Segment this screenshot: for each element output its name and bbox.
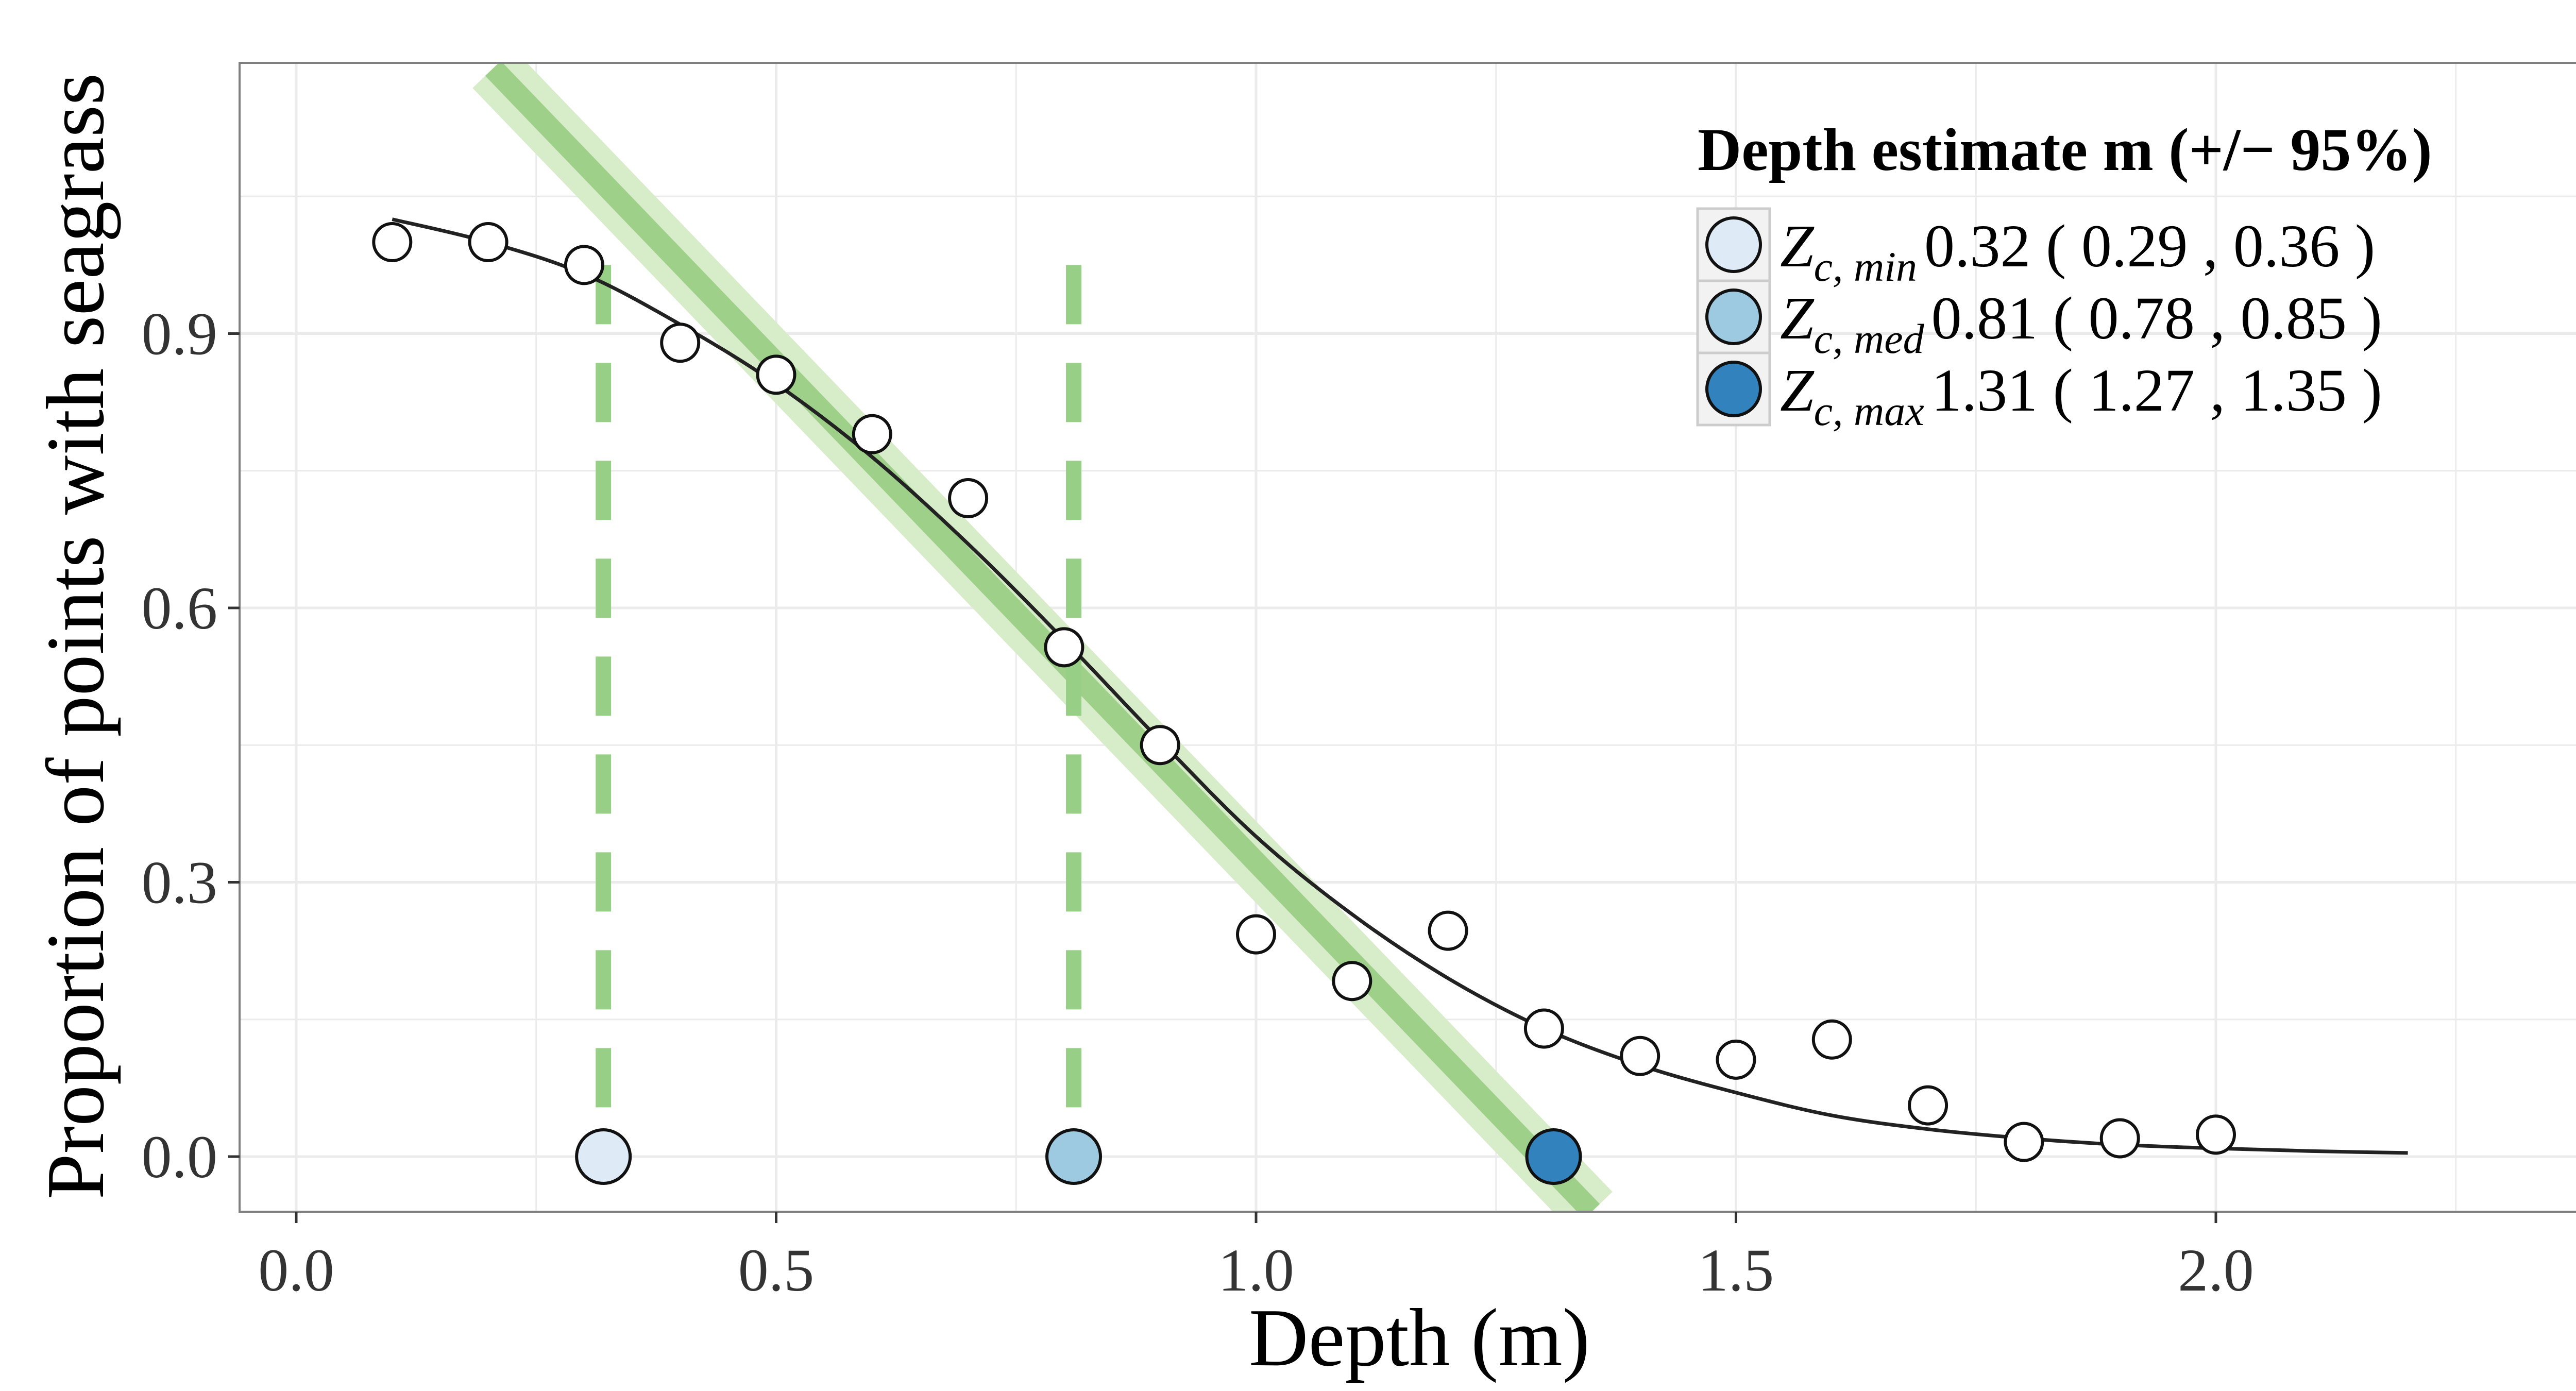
legend-label-main: Z <box>1780 357 1815 424</box>
x-tick-label: 1.5 <box>1698 1236 1774 1304</box>
legend-entry: Zc, min 0.32 ( 0.29 , 0.36 ) <box>1696 207 2375 290</box>
legend-label-subscript: c, min <box>1814 243 1917 290</box>
fitted-curve <box>392 217 2408 1155</box>
legend-label-value: 0.32 ( 0.29 , 0.36 ) <box>1924 212 2375 280</box>
legend-label-subscript: c, max <box>1814 387 1924 434</box>
legend-entry: Zc, med 0.81 ( 0.78 , 0.85 ) <box>1696 279 2382 362</box>
data-point <box>1620 1036 1660 1076</box>
x-axis-title: Depth (m) <box>1249 1292 1590 1383</box>
x-tick-label: 2.0 <box>2178 1236 2254 1304</box>
legend-entry-label: Zc, max 1.31 ( 1.27 , 1.35 ) <box>1780 357 2382 434</box>
x-tick-label: 0.0 <box>258 1236 334 1304</box>
data-point <box>2196 1114 2236 1155</box>
observed-points <box>372 222 2236 1162</box>
legend: Depth estimate m (+/− 95%) Zc, min 0.32 (… <box>1696 116 2432 434</box>
data-point <box>1044 627 1084 668</box>
data-point <box>1140 725 1180 766</box>
x-tick-label: 0.5 <box>738 1236 815 1304</box>
data-point <box>1523 1008 1564 1049</box>
depth-estimate-markers <box>575 1128 1582 1185</box>
linear-fit-line <box>485 63 1600 1212</box>
estimate-marker-min <box>575 1128 632 1185</box>
x-tick-label: 1.0 <box>1218 1236 1294 1304</box>
grid <box>240 63 2576 1212</box>
data-point <box>1908 1085 1948 1126</box>
data-point <box>660 323 701 363</box>
data-point <box>852 414 892 454</box>
data-point <box>372 222 413 262</box>
depth-dashed-lines <box>596 265 1082 1148</box>
data-point <box>1811 1019 1852 1060</box>
legend-label-value: 1.31 ( 1.27 , 1.35 ) <box>1931 357 2382 424</box>
legend-label-main: Z <box>1780 212 1815 280</box>
legend-label-value: 0.81 ( 0.78 , 0.85 ) <box>1931 284 2382 352</box>
legend-key-marker <box>1705 289 1762 345</box>
data-point <box>468 222 509 262</box>
data-point <box>2004 1122 2044 1162</box>
linear-fit-band <box>472 63 1613 1212</box>
data-point <box>1716 1039 1756 1080</box>
y-axis-title: Proportion of points with seagrass <box>29 73 121 1199</box>
data-point <box>2099 1118 2140 1159</box>
legend-key-marker <box>1705 361 1762 417</box>
y-tick-label: 0.0 <box>142 1123 218 1191</box>
y-tick-label: 0.3 <box>142 849 218 917</box>
data-point <box>564 245 604 285</box>
data-point <box>1428 910 1468 951</box>
panel-border <box>239 62 2576 1213</box>
y-tick-label: 0.9 <box>142 300 218 368</box>
estimate-marker-max <box>1525 1128 1582 1185</box>
legend-title: Depth estimate m (+/− 95%) <box>1698 116 2432 183</box>
x-axis-ticks: 0.0 0.5 1.0 1.5 2.0 <box>258 1212 2254 1304</box>
data-point <box>1332 961 1372 1002</box>
estimate-marker-med <box>1045 1128 1103 1185</box>
legend-label-main: Z <box>1780 284 1815 352</box>
data-point <box>1236 914 1276 955</box>
y-axis-ticks: 0.0 0.3 0.6 0.9 <box>142 300 240 1191</box>
y-tick-label: 0.6 <box>142 574 218 642</box>
legend-label-subscript: c, med <box>1814 315 1925 362</box>
data-point <box>948 478 989 518</box>
legend-key-marker <box>1705 216 1762 273</box>
legend-entry-label: Zc, min 0.32 ( 0.29 , 0.36 ) <box>1780 212 2375 290</box>
legend-entries: Zc, min 0.32 ( 0.29 , 0.36 )Zc, med 0.81 (… <box>1696 207 2382 434</box>
legend-entry: Zc, max 1.31 ( 1.27 , 1.35 ) <box>1696 351 2382 434</box>
legend-entry-label: Zc, med 0.81 ( 0.78 , 0.85 ) <box>1780 284 2382 362</box>
data-point <box>756 354 796 395</box>
fitted-curve-line <box>392 217 2408 1155</box>
